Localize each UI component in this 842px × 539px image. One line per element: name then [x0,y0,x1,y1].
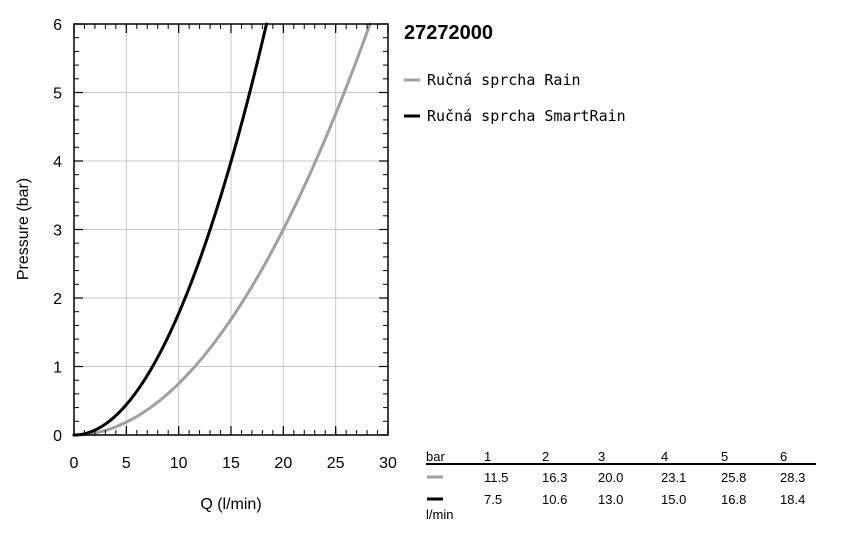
table-cell-rain: 20.0 [598,470,623,485]
x-tick-label: 5 [122,455,131,472]
legend: Ručná sprcha Rain Ručná sprcha SmartRain [404,71,626,125]
chart-title: 27272000 [404,22,493,44]
table-cell-smartrain: 7.5 [484,492,502,507]
table-cell-smartrain: 15.0 [661,492,686,507]
x-tick-label: 30 [379,455,397,472]
axis-ticks [73,23,389,436]
table-header-pressure: 5 [721,449,728,464]
y-tick-label: 3 [53,223,62,240]
legend-label-smartrain: Ručná sprcha SmartRain [427,107,626,125]
y-tick-label: 4 [53,154,62,171]
x-tick-label: 20 [274,455,292,472]
table-header-pressure: 2 [542,449,549,464]
table-header-pressure: 3 [598,449,605,464]
table-header-bar: bar [426,449,445,464]
table-header-pressure: 1 [484,449,491,464]
y-tick-label: 0 [53,428,62,445]
y-axis-title: Pressure (bar) [15,178,32,280]
table-cell-smartrain: 16.8 [721,492,746,507]
table-header-pressure: 4 [661,449,668,464]
series-lines [72,22,372,437]
data-table: bar l/min 1 2 3 4 5 6 11.5 16.3 20.0 23.1 25.8 28.3… [426,449,816,522]
series-line-rain [72,22,372,437]
y-tick-label: 1 [53,360,62,377]
table-cell-smartrain: 13.0 [598,492,623,507]
table-header-pressure: 6 [780,449,787,464]
table-cell-rain: 16.3 [542,470,567,485]
tick-labels: 0 5 10 15 20 25 30 0 1 2 3 4 5 6 [53,17,397,472]
x-axis-title: Q (l/min) [200,496,261,513]
table-cell-rain: 28.3 [780,470,805,485]
series-line-smartrain [72,22,269,437]
legend-label-rain: Ručná sprcha Rain [427,71,581,89]
table-cell-rain: 11.5 [484,470,508,485]
x-tick-label: 0 [70,455,79,472]
x-tick-label: 25 [327,455,345,472]
y-tick-label: 6 [53,17,62,34]
table-cell-rain: 23.1 [661,470,686,485]
x-tick-label: 15 [222,455,240,472]
table-cell-smartrain: 10.6 [542,492,567,507]
table-cells: 1 2 3 4 5 6 11.5 16.3 20.0 23.1 25.8 28.3 7.5 10.6 13.… [484,449,805,507]
table-cell-rain: 25.8 [721,470,746,485]
table-cell-smartrain: 18.4 [780,492,805,507]
table-unit-label: l/min [426,507,453,522]
x-tick-label: 10 [170,455,188,472]
y-tick-label: 2 [53,291,62,308]
y-tick-label: 5 [53,86,62,103]
grid-lines [74,24,388,435]
